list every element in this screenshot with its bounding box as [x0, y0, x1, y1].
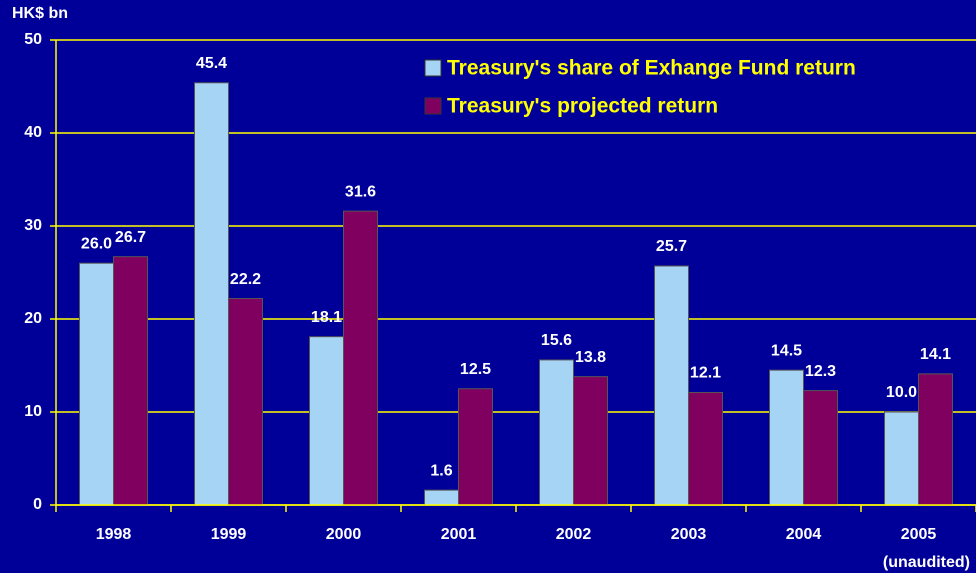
bar: [688, 391, 723, 506]
value-label: 25.7: [656, 238, 687, 255]
x-tick-label: 2000: [326, 526, 362, 543]
y-tick-label: 50: [24, 31, 42, 48]
y-tick-label: 30: [24, 217, 42, 234]
bar: [79, 262, 114, 506]
x-tick-label: 2002: [556, 526, 592, 543]
bar: [113, 256, 148, 506]
value-label: 31.6: [345, 183, 376, 200]
value-label: 12.5: [460, 361, 491, 378]
x-tick-label: 2005: [901, 526, 937, 543]
x-tick-label: 1998: [96, 526, 132, 543]
x-tick-label: 2003: [671, 526, 707, 543]
value-label: 15.6: [541, 332, 572, 349]
value-label: 26.7: [115, 229, 146, 246]
value-label: 12.3: [805, 363, 836, 380]
value-label: 1.6: [430, 462, 452, 479]
y-axis-label: HK$ bn: [12, 5, 68, 22]
bar: [194, 82, 229, 506]
value-label: 10.0: [886, 384, 917, 401]
y-tick-label: 10: [24, 403, 42, 420]
bar: [803, 390, 838, 506]
bar: [343, 210, 378, 506]
value-label: 12.1: [690, 365, 721, 382]
bar: [573, 376, 608, 506]
bar: [769, 369, 804, 506]
x-annotation: (unaudited): [883, 554, 970, 571]
y-tick-label: 0: [33, 496, 42, 513]
bar: [884, 411, 919, 506]
y-tick-label: 20: [24, 310, 42, 327]
bar: [424, 489, 459, 506]
legend-label: Treasury's share of Exhange Fund return: [447, 57, 856, 80]
x-tick-label: 2001: [441, 526, 477, 543]
legend-swatch: [424, 97, 442, 115]
y-tick-label: 40: [24, 124, 42, 141]
bar: [458, 388, 493, 506]
bar: [539, 359, 574, 506]
value-label: 18.1: [311, 309, 342, 326]
value-label: 14.5: [771, 342, 802, 359]
bar: [309, 336, 344, 506]
value-label: 45.4: [196, 55, 227, 72]
bar: [918, 373, 953, 506]
x-tick-label: 1999: [211, 526, 247, 543]
bar: [654, 265, 689, 506]
legend-swatch: [424, 59, 442, 77]
x-tick-label: 2004: [786, 526, 822, 543]
value-label: 26.0: [81, 235, 112, 252]
legend-label: Treasury's projected return: [447, 95, 718, 118]
bar: [228, 298, 263, 506]
value-label: 22.2: [230, 271, 261, 288]
value-label: 14.1: [920, 346, 951, 363]
value-label: 13.8: [575, 349, 606, 366]
